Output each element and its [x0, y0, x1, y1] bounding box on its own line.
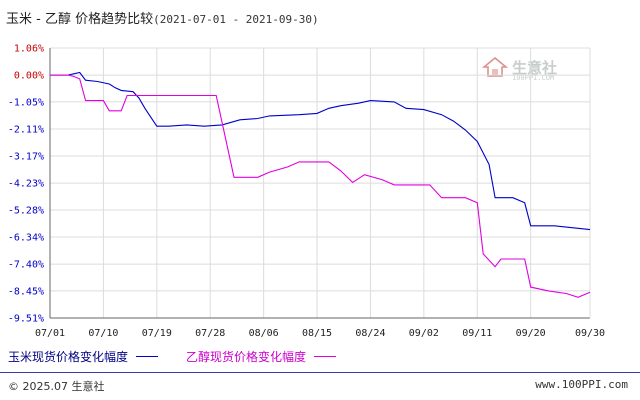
y-tick-label: -3.17%: [8, 152, 44, 163]
y-tick-label: -6.34%: [8, 233, 44, 244]
line-chart: 1.06% 0.00% -1.05% -2.11% -3.17% -4.23% -5.28%…: [8, 44, 605, 340]
watermark-logo: 生意社 100PPI.COM: [482, 56, 558, 82]
y-tick-label: -1.05%: [8, 97, 44, 108]
x-tick-label: 07/19: [142, 328, 172, 339]
x-tick-label: 07/28: [195, 328, 225, 339]
axes: [49, 48, 591, 319]
chart-title-text: 玉米 - 乙醇 价格趋势比较: [6, 12, 154, 27]
footer-divider: [0, 372, 640, 373]
y-tick-label: -4.23%: [8, 179, 44, 190]
legend-label-ethanol: 乙醇现货价格变化幅度: [186, 350, 307, 364]
x-axis-ticks: 07/01 07/10 07/19 07/28 08/06 08/15 08/24 09/02…: [35, 328, 605, 339]
chart-title: 玉米 - 乙醇 价格趋势比较(2021-07-01 - 2021-09-30): [6, 8, 319, 27]
y-tick-label: 1.06%: [14, 44, 44, 55]
footer-copyright: © 2025.07 生意社: [8, 380, 105, 393]
legend-label-corn: 玉米现货价格变化幅度: [8, 350, 129, 364]
legend-swatch-ethanol: [314, 356, 337, 357]
y-axis-ticks: 1.06% 0.00% -1.05% -2.11% -3.17% -4.23% -5.28%…: [8, 44, 44, 325]
x-tick-label: 08/06: [249, 328, 279, 339]
watermark-name: 生意社: [512, 58, 558, 77]
x-tick-label: 08/24: [355, 328, 385, 339]
y-tick-label: -2.11%: [8, 124, 44, 135]
x-tick-label: 09/11: [462, 328, 492, 339]
series-line-ethanol: [50, 74, 591, 298]
x-tick-label: 09/30: [575, 328, 605, 339]
x-tick-label: 07/10: [88, 328, 118, 339]
footer-url[interactable]: www.100PPI.com: [535, 378, 628, 391]
house-icon: [482, 56, 508, 77]
y-tick-label: -9.51%: [8, 314, 44, 325]
y-tick-label: -8.45%: [8, 286, 44, 297]
watermark-site: 100PPI.COM: [512, 74, 555, 82]
legend-item-ethanol: 乙醇现货价格变化幅度: [186, 348, 337, 365]
y-tick-label: 0.00%: [14, 71, 44, 82]
series-line-corn: [50, 71, 591, 231]
y-tick-label: -7.40%: [8, 260, 44, 271]
x-tick-label: 07/01: [35, 328, 65, 339]
y-tick-label: -5.28%: [8, 205, 44, 216]
x-tick-label: 09/02: [409, 328, 439, 339]
x-tick-label: 08/15: [302, 328, 332, 339]
x-tick-label: 09/20: [516, 328, 546, 339]
series-lines: [50, 71, 591, 298]
grid-lines: [49, 47, 591, 319]
legend-swatch-corn: [136, 356, 159, 357]
chart-date-range: (2021-07-01 - 2021-09-30): [153, 13, 319, 26]
legend-item-corn: 玉米现货价格变化幅度: [8, 348, 159, 365]
legend: 玉米现货价格变化幅度 乙醇现货价格变化幅度: [8, 348, 364, 365]
